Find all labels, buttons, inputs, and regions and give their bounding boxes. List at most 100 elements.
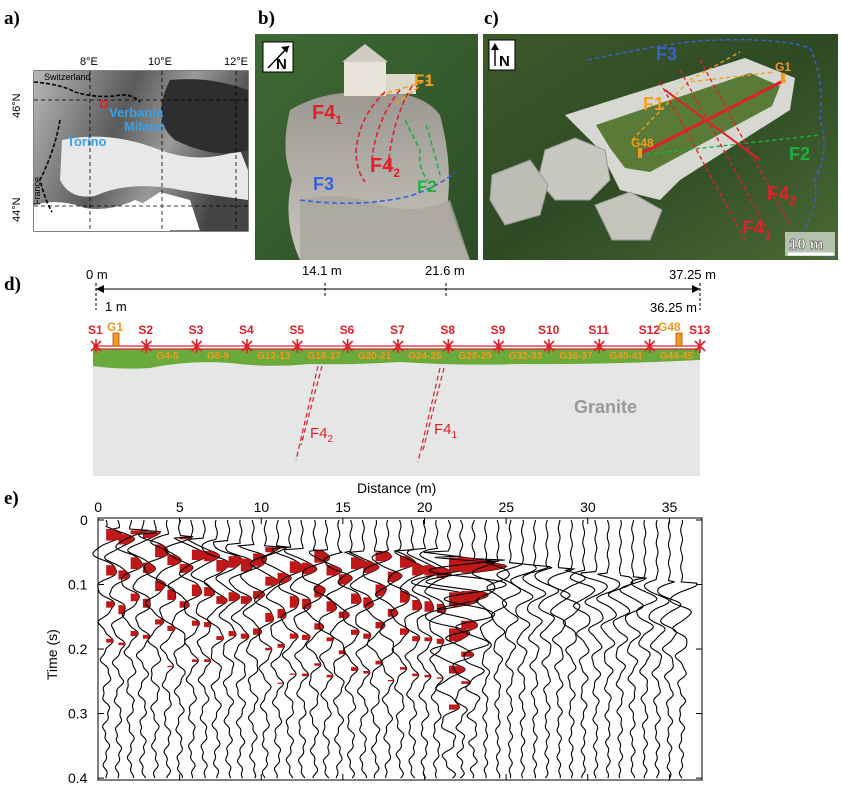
- panel-d: d) 0 m 14.1 m 21.6 m 37.25 m 1 m 36.25 m…: [4, 263, 716, 496]
- fault-label-b-f4-1: F41: [312, 102, 342, 127]
- trace-fill: [387, 680, 394, 682]
- geophone-group-label: G28-29: [459, 351, 493, 362]
- geophone-groups: G4-5 G8-9 G12-13 G16-17 G20-21 G24-25 G28-29 G3…: [157, 351, 694, 362]
- panel-d-label: d): [4, 274, 21, 295]
- source-shot-label: S1: [88, 323, 103, 337]
- trace-fill: [302, 598, 311, 610]
- fault-b-f2: [404, 119, 441, 181]
- north-label-c: N: [499, 53, 510, 70]
- trace-fill: [448, 704, 460, 710]
- trace-fill: [155, 619, 164, 625]
- trace-fill: [289, 673, 296, 675]
- trace-fill: [400, 628, 409, 635]
- trace-fill: [130, 557, 143, 570]
- lon-tick-10: 10°E: [148, 56, 172, 68]
- sea: [34, 200, 170, 231]
- geophone-g48-marker-d: [675, 332, 683, 347]
- trace-fill: [338, 611, 350, 619]
- seismic-trace: [371, 519, 403, 779]
- scale-bar-bg: [785, 232, 835, 256]
- seismic-trace: [547, 519, 576, 779]
- city-torino: Torino: [67, 134, 107, 149]
- trace-fill: [118, 605, 126, 615]
- trace-fill: [363, 561, 379, 573]
- x-tick-label: 20: [417, 499, 433, 515]
- seismic-trace: [485, 519, 510, 779]
- church-roof-b: [342, 44, 388, 62]
- seismic-trace: [619, 519, 648, 779]
- source-shot-marker: [442, 339, 454, 353]
- trace-fill: [265, 647, 272, 651]
- fault-label-c-f2: F2: [789, 144, 810, 164]
- trace-fill: [289, 596, 299, 608]
- trace-fill: [387, 571, 402, 582]
- geophone-group-label: G20-21: [358, 351, 392, 362]
- trace-fill: [130, 593, 140, 602]
- x-tick-label: 5: [176, 499, 184, 515]
- seismic-trace: [301, 519, 330, 779]
- trace-fill: [240, 596, 252, 604]
- po-plain: [60, 136, 248, 200]
- geophone-group-label: G36-37: [559, 351, 593, 362]
- fault-d-f4-1: [417, 367, 445, 463]
- trace-fill: [351, 557, 368, 570]
- source-shot-label: S10: [538, 323, 560, 337]
- distance-axis-arrow-left: [96, 285, 104, 293]
- geophone-group-label: G16-17: [308, 351, 342, 362]
- trace-fill: [142, 634, 150, 639]
- trace-fill: [436, 677, 443, 679]
- fault-c-f4-1: [679, 69, 771, 236]
- panel-b-label: b): [258, 8, 275, 29]
- fault-label-c-f3: F3: [656, 44, 677, 64]
- source-shot-label: S3: [189, 323, 204, 337]
- panel-a: a) 8°E 10°E 12°E 46°N 44°N Switzerland F…: [4, 8, 249, 232]
- trace-fill: [228, 630, 236, 637]
- trace-fill: [240, 633, 249, 639]
- country-france: France: [32, 177, 42, 205]
- trace-fill: [106, 601, 115, 608]
- border-line: [33, 81, 141, 213]
- trace-fill: [191, 659, 199, 662]
- seismic-trace: [261, 519, 292, 779]
- seismic-trace: [596, 519, 621, 779]
- x-tick-label: 25: [499, 499, 515, 515]
- panel-e-label: e): [4, 488, 19, 509]
- seismic-trace: [308, 519, 343, 779]
- y-tick-label: 0.2: [68, 641, 88, 657]
- fault-label-b-f4-2: F42: [370, 155, 400, 180]
- source-shot-marker: [191, 339, 203, 353]
- source-shot-label: S9: [491, 323, 506, 337]
- source-shot-label: S2: [138, 323, 153, 337]
- seismic-profile-line: [641, 78, 786, 155]
- trace-fill: [155, 580, 166, 591]
- trace-fill: [412, 600, 422, 611]
- seismic-trace: [630, 519, 658, 779]
- trace-fill: [228, 592, 240, 602]
- geophone-group-label: G40-41: [610, 351, 644, 362]
- fault-c-f1: [631, 51, 776, 141]
- x-tick-label: 30: [580, 499, 596, 515]
- source-shot-marker: [90, 339, 102, 353]
- geophone-label-c-g48: G48: [631, 136, 654, 150]
- panel-c: c) G1 G48 N F3 F1 F2 F42 F41 10 m: [483, 8, 839, 260]
- fault-c-f2: [639, 134, 821, 156]
- seismic-trace: [569, 519, 596, 779]
- trace-fill: [314, 550, 330, 563]
- source-shot-marker: [493, 339, 505, 353]
- seismic-trace: [522, 519, 551, 779]
- distance-axis-arrow-right: [692, 285, 700, 293]
- dark-alps-east: [161, 79, 248, 154]
- trace-fill: [387, 609, 398, 617]
- fault-label-b-f3: F3: [313, 174, 334, 194]
- trace-fill: [155, 544, 169, 558]
- study-site-marker: [100, 100, 108, 108]
- trace-fill: [375, 660, 383, 665]
- source-shot-label: S7: [390, 323, 405, 337]
- trace-fill: [400, 556, 416, 568]
- geophone-g48-marker-c: [638, 148, 642, 158]
- source-shot-marker: [593, 339, 605, 353]
- source-shot-marker: [392, 339, 404, 353]
- fault-c-f3: [587, 38, 839, 259]
- seismic-trace: [164, 519, 195, 779]
- trace-fill: [216, 636, 224, 641]
